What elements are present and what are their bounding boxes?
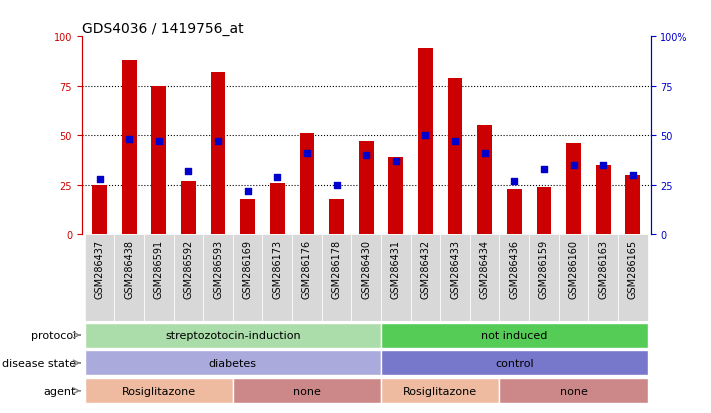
Text: GSM286436: GSM286436 bbox=[509, 239, 519, 298]
Text: none: none bbox=[293, 386, 321, 396]
Text: not induced: not induced bbox=[481, 330, 547, 340]
Bar bbox=[477, 126, 492, 235]
Text: GSM286592: GSM286592 bbox=[183, 239, 193, 298]
Point bbox=[301, 150, 313, 157]
Bar bbox=[626, 176, 640, 235]
Bar bbox=[566, 144, 581, 235]
Bar bbox=[596, 166, 611, 235]
Point bbox=[479, 150, 491, 157]
Text: protocol: protocol bbox=[31, 330, 76, 340]
Bar bbox=[270, 183, 284, 235]
Point bbox=[360, 152, 372, 159]
Bar bbox=[359, 142, 373, 235]
FancyBboxPatch shape bbox=[440, 235, 470, 321]
Text: control: control bbox=[495, 358, 533, 368]
Point bbox=[627, 172, 638, 179]
Bar bbox=[388, 158, 403, 235]
Point bbox=[183, 168, 194, 175]
FancyBboxPatch shape bbox=[411, 235, 440, 321]
FancyBboxPatch shape bbox=[85, 378, 233, 404]
Text: disease state: disease state bbox=[1, 358, 76, 368]
FancyBboxPatch shape bbox=[262, 235, 292, 321]
FancyBboxPatch shape bbox=[233, 378, 381, 404]
Text: GSM286438: GSM286438 bbox=[124, 239, 134, 298]
Text: GSM286431: GSM286431 bbox=[391, 239, 401, 298]
FancyBboxPatch shape bbox=[233, 235, 262, 321]
Text: GSM286163: GSM286163 bbox=[598, 239, 608, 298]
FancyBboxPatch shape bbox=[85, 235, 114, 321]
Bar bbox=[210, 73, 225, 235]
Point bbox=[153, 139, 164, 145]
Bar bbox=[240, 199, 255, 235]
Point bbox=[272, 174, 283, 181]
FancyBboxPatch shape bbox=[618, 235, 648, 321]
Text: GSM286169: GSM286169 bbox=[242, 239, 252, 298]
Text: GSM286176: GSM286176 bbox=[302, 239, 312, 298]
FancyBboxPatch shape bbox=[114, 235, 144, 321]
Bar bbox=[181, 181, 196, 235]
FancyBboxPatch shape bbox=[381, 351, 648, 375]
Text: GSM286433: GSM286433 bbox=[450, 239, 460, 298]
Text: Rosiglitazone: Rosiglitazone bbox=[403, 386, 477, 396]
FancyBboxPatch shape bbox=[85, 323, 381, 348]
Point bbox=[242, 188, 253, 195]
Text: none: none bbox=[560, 386, 587, 396]
Bar bbox=[537, 188, 551, 235]
Bar bbox=[418, 49, 433, 235]
Text: GSM286432: GSM286432 bbox=[420, 239, 430, 298]
Text: GDS4036 / 1419756_at: GDS4036 / 1419756_at bbox=[82, 22, 243, 36]
Text: GSM286434: GSM286434 bbox=[480, 239, 490, 298]
Text: Rosiglitazone: Rosiglitazone bbox=[122, 386, 196, 396]
Bar bbox=[448, 79, 462, 235]
FancyBboxPatch shape bbox=[529, 235, 559, 321]
Text: streptozotocin-induction: streptozotocin-induction bbox=[165, 330, 301, 340]
Bar bbox=[92, 185, 107, 235]
Text: GSM286178: GSM286178 bbox=[331, 239, 341, 298]
Point bbox=[390, 159, 402, 165]
Text: agent: agent bbox=[43, 386, 76, 396]
Text: GSM286591: GSM286591 bbox=[154, 239, 164, 298]
FancyBboxPatch shape bbox=[173, 235, 203, 321]
Bar bbox=[329, 199, 344, 235]
Text: GSM286173: GSM286173 bbox=[272, 239, 282, 298]
Text: GSM286437: GSM286437 bbox=[95, 239, 105, 298]
Point bbox=[124, 137, 135, 143]
FancyBboxPatch shape bbox=[351, 235, 381, 321]
Text: GSM286430: GSM286430 bbox=[361, 239, 371, 298]
Point bbox=[94, 176, 105, 183]
Text: diabetes: diabetes bbox=[209, 358, 257, 368]
FancyBboxPatch shape bbox=[144, 235, 173, 321]
Point bbox=[213, 139, 224, 145]
Bar bbox=[151, 87, 166, 235]
FancyBboxPatch shape bbox=[321, 235, 351, 321]
FancyBboxPatch shape bbox=[85, 351, 381, 375]
FancyBboxPatch shape bbox=[499, 378, 648, 404]
Point bbox=[538, 166, 550, 173]
FancyBboxPatch shape bbox=[470, 235, 499, 321]
FancyBboxPatch shape bbox=[499, 235, 529, 321]
FancyBboxPatch shape bbox=[203, 235, 233, 321]
Text: GSM286593: GSM286593 bbox=[213, 239, 223, 298]
Point bbox=[449, 139, 461, 145]
Text: GSM286165: GSM286165 bbox=[628, 239, 638, 298]
Point bbox=[568, 162, 579, 169]
FancyBboxPatch shape bbox=[589, 235, 618, 321]
FancyBboxPatch shape bbox=[381, 235, 411, 321]
Point bbox=[331, 182, 342, 189]
FancyBboxPatch shape bbox=[559, 235, 589, 321]
Bar bbox=[122, 61, 137, 235]
FancyBboxPatch shape bbox=[381, 378, 499, 404]
Text: GSM286160: GSM286160 bbox=[569, 239, 579, 298]
Point bbox=[508, 178, 520, 185]
Bar bbox=[507, 190, 522, 235]
FancyBboxPatch shape bbox=[292, 235, 321, 321]
Bar bbox=[299, 134, 314, 235]
Point bbox=[597, 162, 609, 169]
Point bbox=[419, 133, 431, 139]
Text: GSM286159: GSM286159 bbox=[539, 239, 549, 298]
FancyBboxPatch shape bbox=[381, 323, 648, 348]
